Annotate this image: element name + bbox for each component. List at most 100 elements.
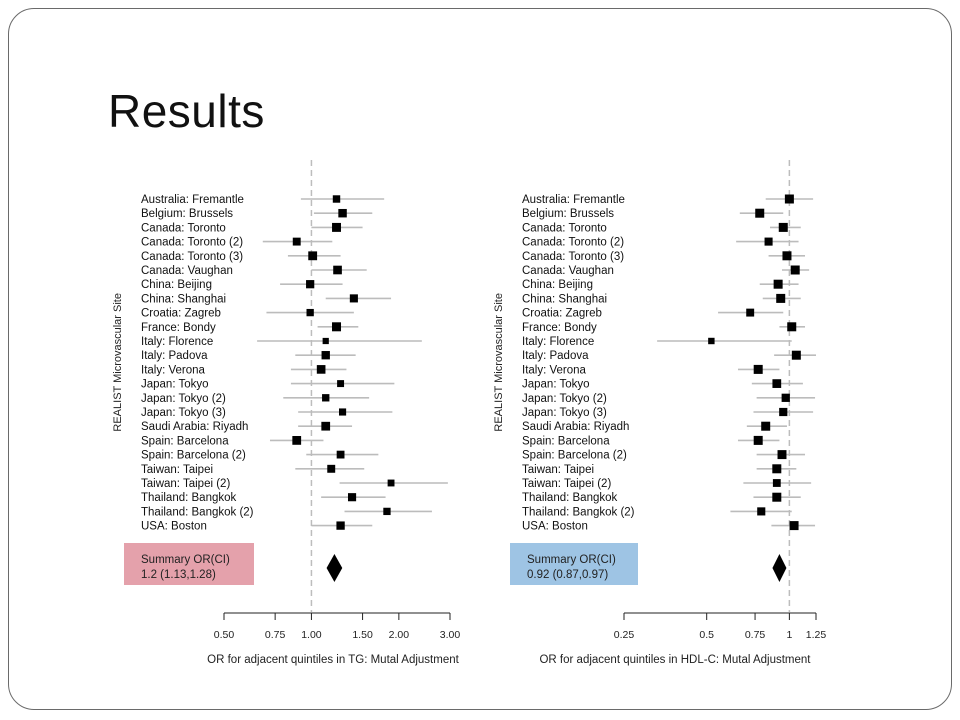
site-label: Japan: Tokyo — [522, 379, 590, 391]
summary-box — [510, 543, 638, 585]
point-estimate — [336, 521, 345, 530]
x-tick-label: 1.00 — [301, 629, 322, 641]
site-label: Thailand: Bangkok — [522, 492, 618, 504]
site-label: Canada: Toronto — [141, 222, 226, 234]
site-label: Thailand: Bangkok — [141, 492, 237, 504]
site-label: Italy: Padova — [141, 350, 208, 362]
x-tick-label: 0.5 — [699, 629, 714, 641]
site-label: Australia: Fremantle — [141, 194, 244, 206]
summary-value: 0.92 (0.87,0.97) — [527, 569, 608, 581]
x-tick-label: 0.75 — [265, 629, 286, 641]
point-estimate — [347, 493, 357, 502]
point-estimate — [333, 265, 342, 275]
summary-box — [124, 543, 254, 585]
site-label: Japan: Tokyo (2) — [141, 393, 226, 405]
site-label: Italy: Padova — [522, 350, 589, 362]
point-estimate — [332, 322, 342, 332]
point-estimate — [789, 521, 799, 531]
point-estimate — [321, 351, 330, 360]
site-label: China: Beijing — [522, 279, 593, 291]
site-label: Belgium: Brussels — [141, 208, 233, 220]
site-label: Japan: Tokyo (2) — [522, 393, 607, 405]
site-label: Italy: Florence — [522, 336, 594, 348]
point-estimate — [784, 194, 794, 204]
point-estimate — [772, 379, 782, 388]
site-label: Japan: Tokyo (3) — [522, 407, 607, 419]
site-label: Italy: Verona — [141, 364, 206, 376]
site-label: Spain: Barcelona (2) — [141, 450, 246, 462]
point-estimate — [292, 237, 301, 246]
point-estimate — [322, 394, 330, 402]
site-label: Spain: Barcelona — [522, 435, 610, 447]
summary-diamond — [772, 554, 787, 582]
point-estimate — [383, 507, 391, 516]
x-tick-label: 0.25 — [614, 629, 635, 641]
x-tick-label: 2.00 — [389, 629, 410, 641]
site-label: Thailand: Bangkok (2) — [141, 506, 254, 518]
site-label: Italy: Florence — [141, 336, 213, 348]
point-estimate — [782, 251, 792, 261]
summary-label: Summary OR(CI) — [527, 554, 616, 566]
site-label: Canada: Toronto (3) — [141, 251, 243, 263]
x-tick-label: 0.75 — [745, 629, 766, 641]
point-estimate — [338, 408, 347, 416]
site-label: Australia: Fremantle — [522, 194, 625, 206]
summary-diamond — [326, 554, 343, 582]
slide-title: Results — [108, 85, 265, 137]
y-axis-title: REALIST Microvascular Site — [493, 293, 505, 432]
point-estimate — [338, 208, 347, 218]
point-estimate — [332, 222, 341, 232]
point-estimate — [776, 293, 786, 303]
point-estimate — [306, 308, 314, 317]
point-estimate — [772, 492, 782, 502]
point-estimate — [322, 337, 329, 345]
point-estimate — [764, 237, 773, 246]
point-estimate — [753, 364, 763, 374]
site-label: Taiwan: Taipei (2) — [141, 478, 230, 490]
site-label: USA: Boston — [522, 521, 588, 533]
point-estimate — [337, 380, 345, 388]
point-estimate — [308, 251, 318, 261]
point-estimate — [757, 507, 766, 516]
point-estimate — [778, 222, 788, 232]
summary-value: 1.2 (1.13,1.28) — [141, 569, 216, 581]
x-axis-title: OR for adjacent quintiles in TG: Mutal A… — [207, 654, 459, 666]
site-label: China: Shanghai — [141, 293, 226, 305]
site-label: Spain: Barcelona — [141, 435, 229, 447]
point-estimate — [387, 479, 395, 487]
site-label: Thailand: Bangkok (2) — [522, 506, 635, 518]
site-label: Taiwan: Taipei (2) — [522, 478, 611, 490]
point-estimate — [791, 350, 801, 360]
site-label: Canada: Toronto (2) — [141, 237, 243, 249]
site-label: Japan: Tokyo (3) — [141, 407, 226, 419]
point-estimate — [781, 393, 790, 402]
x-tick-label: 3.00 — [440, 629, 461, 641]
site-label: Saudi Arabia: Riyadh — [141, 421, 248, 433]
x-tick-label: 1.50 — [352, 629, 373, 641]
site-label: Taiwan: Taipei — [141, 464, 213, 476]
site-label: Japan: Tokyo — [141, 379, 209, 391]
point-estimate — [306, 280, 315, 289]
x-tick-label: 1 — [786, 629, 792, 641]
point-estimate — [772, 464, 782, 474]
site-label: Croatia: Zagreb — [141, 308, 221, 320]
point-estimate — [787, 322, 797, 332]
point-estimate — [327, 464, 336, 473]
site-label: Saudi Arabia: Riyadh — [522, 421, 629, 433]
y-axis-title: REALIST Microvascular Site — [112, 293, 124, 432]
point-estimate — [349, 294, 358, 303]
point-estimate — [755, 208, 765, 218]
site-label: Croatia: Zagreb — [522, 308, 602, 320]
site-label: Canada: Vaughan — [141, 265, 233, 277]
point-estimate — [332, 195, 341, 203]
site-label: China: Beijing — [141, 279, 212, 291]
summary-label: Summary OR(CI) — [141, 554, 230, 566]
x-tick-label: 1.25 — [806, 629, 827, 641]
x-axis-title: OR for adjacent quintiles in HDL-C: Muta… — [539, 654, 811, 666]
site-label: Canada: Vaughan — [522, 265, 614, 277]
point-estimate — [777, 450, 787, 460]
point-estimate — [790, 265, 800, 275]
site-label: Canada: Toronto (3) — [522, 251, 624, 263]
x-tick-label: 0.50 — [214, 629, 235, 641]
